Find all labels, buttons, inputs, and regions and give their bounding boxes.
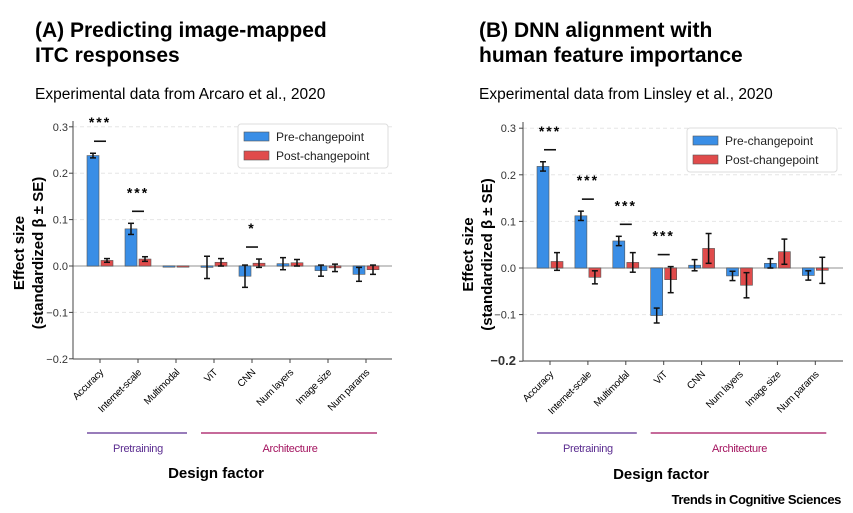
pre-changepoint-bar: [86, 155, 100, 267]
panel-a-x-axis-label: Design factor: [168, 465, 264, 482]
group-label-architecture: Architecture: [262, 443, 317, 455]
panel-a-title-line-1: (A) Predicting image-mapped: [35, 19, 327, 42]
legend-label: Post-changepoint: [276, 149, 370, 163]
panel-a-y-axis-label-2: (standardized β ± SE): [30, 177, 47, 329]
panel-b-y-tick-label: 0.0: [501, 263, 516, 275]
panel-b-x-tick-label: Accuracy: [521, 369, 556, 404]
pre-changepoint-bar: [536, 166, 550, 269]
panel-b-x-axis-label: Design factor: [613, 466, 709, 483]
panel-b-y-axis-label: Effect size: [460, 217, 477, 291]
panel-b-x-tick-label: Multimodal: [592, 369, 632, 409]
group-label-pretraining: Pretraining: [113, 443, 163, 455]
significance-stars: *: [248, 220, 255, 236]
pre-changepoint-bar: [162, 265, 176, 268]
panel-b-title: (B) DNN alignment with human feature imp…: [479, 18, 743, 68]
panel-a-x-tick-label: Accuracy: [71, 367, 106, 402]
legend-swatch: [243, 131, 270, 142]
significance-stars: ***: [89, 114, 111, 130]
panel-a-y-tick-label: 0.0: [53, 261, 68, 273]
panel-b-title-line-1: (B) DNN alignment with: [479, 19, 713, 42]
legend-label: Post-changepoint: [725, 153, 819, 167]
panel-b-y-tick-label: 0.3: [501, 123, 516, 135]
legend-swatch: [692, 154, 719, 165]
panel-b-x-tick-label: Num layers: [704, 369, 746, 411]
panel-b-subtitle: Experimental data from Linsley et al., 2…: [479, 86, 773, 103]
panel-a-y-axis-label: Effect size: [11, 216, 28, 290]
significance-stars: ***: [615, 197, 637, 213]
legend-swatch: [692, 135, 719, 146]
panel-b-x-tick-label: Image size: [744, 369, 784, 409]
panel-b-title-line-2: human feature importance: [479, 44, 743, 67]
legend-frame: [686, 127, 838, 173]
legend-frame: [237, 123, 389, 169]
post-changepoint-bar: [176, 265, 190, 268]
panel-a-title-line-2: ITC responses: [35, 44, 180, 67]
panel-a-y-tick-label: 0.3: [53, 122, 68, 134]
significance-stars: ***: [577, 172, 599, 188]
group-label-architecture: Architecture: [712, 443, 767, 455]
panel-b-legend: Pre-changepoint Post-changepoint: [686, 127, 838, 173]
significance-stars: ***: [127, 184, 149, 200]
panel-b-y-tick-label: 0.2: [501, 170, 516, 182]
panel-a-y-tick-label: 0.1: [53, 215, 68, 227]
panel-a-y-tick-label: −0.1: [46, 307, 68, 319]
panel-a-subtitle: Experimental data from Arcaro et al., 20…: [35, 86, 326, 103]
panel-b-y-tick-label: −0.1: [494, 310, 516, 322]
significance-stars: ***: [653, 228, 675, 244]
significance-stars: ***: [539, 123, 561, 139]
panel-b-chart: −0.2 −0.1 0.0 0.1 0.2 0.3 Effect size (standard…: [460, 122, 843, 483]
panel-b-y-tick-label: 0.1: [501, 216, 516, 228]
panel-b-x-tick-label: CNN: [685, 369, 708, 392]
panel-b-y-tick-label: −0.2: [490, 353, 516, 368]
panel-a-x-tick-label: Num layers: [255, 367, 297, 409]
panel-a-x-tick-label: Image size: [294, 367, 334, 407]
panel-b-x-tick-label: ViT: [652, 369, 670, 387]
journal-footer: Trends in Cognitive Sciences: [671, 492, 842, 507]
panel-a-chart: −0.2 −0.1 0.0 0.1 0.2 0.3 Effect size (standard…: [11, 114, 392, 482]
panel-a-y-tick-label: −0.2: [46, 354, 68, 366]
panel-b-y-axis-label-2: (standardized β ± SE): [479, 178, 496, 330]
panel-a-y-tick-label: 0.2: [53, 168, 68, 180]
legend-label: Pre-changepoint: [276, 130, 365, 144]
legend-label: Pre-changepoint: [725, 134, 814, 148]
panel-a-title: (A) Predicting image-mapped ITC response…: [35, 18, 327, 68]
pre-changepoint-bar: [574, 215, 588, 269]
panel-a-x-tick-label: ViT: [202, 367, 220, 385]
group-label-pretraining: Pretraining: [563, 443, 613, 455]
panel-a-x-tick-label: Multimodal: [142, 367, 182, 407]
panel-a-legend: Pre-changepoint Post-changepoint: [237, 123, 389, 169]
legend-swatch: [243, 150, 270, 161]
panel-a-x-tick-label: CNN: [236, 367, 259, 390]
